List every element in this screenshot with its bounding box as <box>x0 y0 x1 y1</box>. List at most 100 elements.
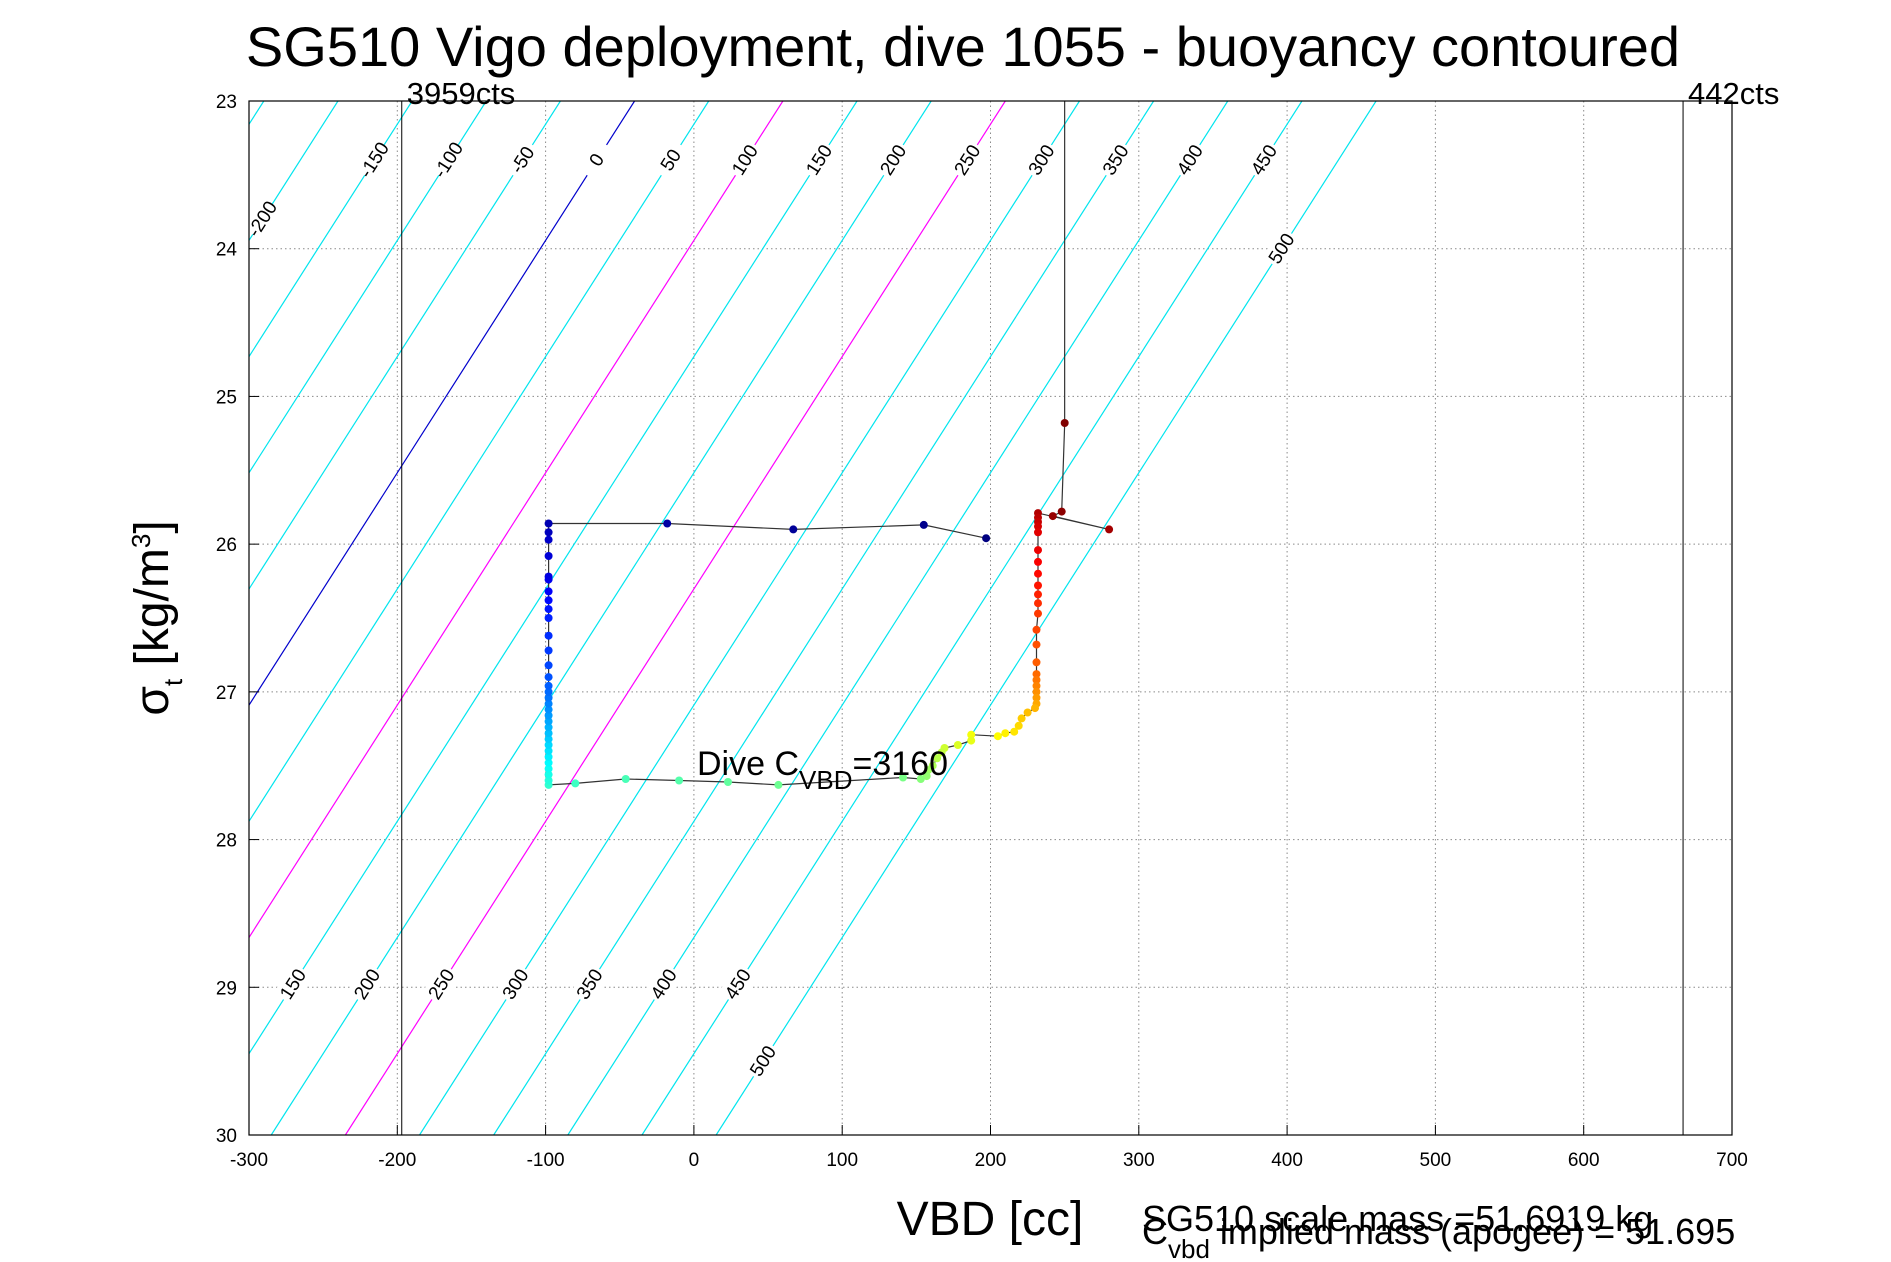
contour-line <box>641 101 1303 1135</box>
buoyancy-contours <box>249 101 1377 1135</box>
contour-label-top-bg <box>1021 138 1062 182</box>
contour-label-top-bg <box>502 138 543 182</box>
contour-line <box>270 101 932 1135</box>
x-tick-label: 400 <box>1271 1150 1303 1171</box>
contour-line <box>249 101 710 823</box>
y-tick-label: 27 <box>216 683 237 704</box>
data-point <box>663 519 672 528</box>
data-point <box>544 741 553 749</box>
contour-label-top-bg <box>354 138 395 182</box>
y-tick-label: 29 <box>216 978 237 999</box>
data-point <box>544 729 553 738</box>
contour-label-bottom-bg <box>743 1039 784 1083</box>
y-tick-label: 28 <box>216 831 237 852</box>
data-point <box>1034 528 1042 537</box>
data-point <box>544 776 553 785</box>
contour-label-top-bg <box>725 138 765 182</box>
data-point <box>544 687 553 696</box>
data-point <box>544 758 553 767</box>
data-point <box>544 535 553 544</box>
data-point <box>1001 729 1010 738</box>
data-point <box>919 520 928 529</box>
data-point <box>1057 507 1066 516</box>
data-point <box>544 572 553 581</box>
data-point <box>675 776 684 785</box>
data-point <box>924 766 933 775</box>
contour-label-top-bg <box>1262 227 1302 271</box>
data-point <box>1034 581 1042 590</box>
data-point <box>953 741 962 749</box>
data-point <box>544 764 553 773</box>
x-tick-label: 100 <box>826 1150 858 1171</box>
data-point <box>544 681 553 690</box>
data-point <box>1034 609 1042 618</box>
contour-line <box>249 101 561 591</box>
data-point <box>544 596 553 605</box>
x-axis-ticks: -300 -200 -100 0 100 200 300 400 500 600 700 <box>230 1125 1748 1171</box>
contour-line <box>493 101 1155 1135</box>
data-point <box>1032 670 1041 679</box>
data-point <box>544 735 553 744</box>
data-point <box>544 673 553 682</box>
data-point <box>1060 419 1069 427</box>
contour-label-bottom-bg <box>273 962 314 1006</box>
contour-line <box>567 101 1229 1135</box>
data-point <box>1032 693 1041 702</box>
contour-label-top-bg <box>651 138 691 182</box>
x-axis-label: VBD [cc] <box>897 1193 1084 1246</box>
y-tick-label: 30 <box>216 1126 237 1147</box>
data-point <box>544 661 553 670</box>
data-point <box>544 752 553 761</box>
data-point <box>544 614 553 622</box>
data-point <box>1034 569 1042 578</box>
data-point <box>937 748 946 757</box>
contour-line <box>249 101 487 474</box>
data-point <box>544 693 553 702</box>
contour-line <box>249 101 784 939</box>
y-tick-label: 26 <box>216 535 237 556</box>
data-point <box>724 778 732 786</box>
data-point <box>933 754 942 763</box>
data-point <box>1032 687 1041 696</box>
data-point <box>621 775 630 783</box>
data-point <box>544 605 553 614</box>
y-axis-label: σt [kg/m3] <box>126 520 188 715</box>
contour-label-bottom-bg <box>718 962 758 1006</box>
contour-label-bottom-bg <box>644 962 684 1006</box>
contour-label-top-bg <box>799 138 840 182</box>
contour-line <box>249 101 636 707</box>
x-tick-label: -100 <box>527 1150 565 1171</box>
x-tick-label: 0 <box>689 1150 700 1171</box>
data-point <box>544 587 553 596</box>
x-tick-label: 300 <box>1123 1150 1155 1171</box>
x-tick-label: 500 <box>1420 1150 1452 1171</box>
data-point <box>544 746 553 755</box>
data-point <box>967 736 976 745</box>
data-point <box>1010 727 1019 736</box>
contour-line <box>249 101 413 358</box>
vbd-limit-lines: 3959cts 442cts <box>401 76 1779 1135</box>
data-point <box>993 732 1002 741</box>
data-point <box>1031 704 1039 713</box>
data-point <box>544 519 553 528</box>
data-point <box>774 780 783 789</box>
chart-title: SG510 Vigo deployment, dive 1055 - buoya… <box>246 15 1680 78</box>
data-point <box>544 705 553 714</box>
data-point <box>544 528 553 537</box>
contour-label-top-bg <box>1096 138 1136 182</box>
data-point <box>1023 708 1032 717</box>
x-tick-label: 200 <box>975 1150 1007 1171</box>
data-point <box>1034 590 1042 599</box>
implied-mass-note: Cvbd implied mass (apogee) = 51.695 <box>1142 1211 1735 1262</box>
contour-label-bottom-bg <box>570 962 610 1006</box>
vbd-limit-label: 3959cts <box>407 76 516 111</box>
dive-points <box>544 419 1114 789</box>
data-point <box>544 723 553 732</box>
data-point <box>544 699 553 708</box>
data-point <box>544 552 553 560</box>
data-point <box>544 717 553 726</box>
data-point <box>571 779 580 788</box>
data-point <box>789 525 798 534</box>
data-point <box>1032 681 1041 690</box>
